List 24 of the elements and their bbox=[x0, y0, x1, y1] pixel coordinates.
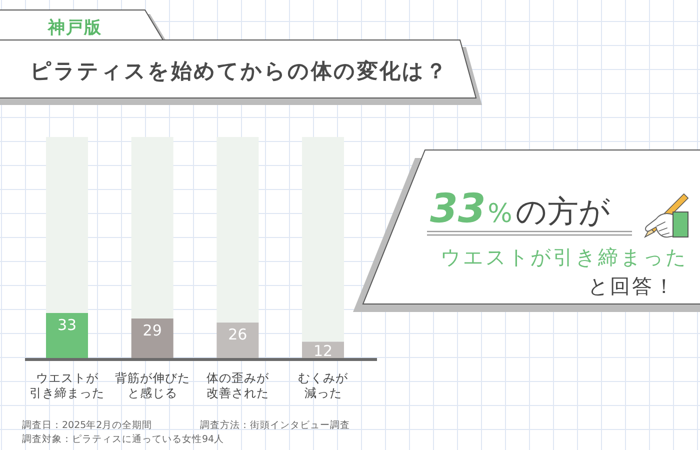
text: 調査対象：ピラティスに通っている女性94人 bbox=[22, 433, 224, 445]
bar bbox=[216, 322, 259, 358]
bar bbox=[131, 137, 174, 318]
data-label: 33 bbox=[57, 316, 77, 334]
x-tick-label: ウエストが引き締まった bbox=[30, 371, 104, 400]
data-label: 26 bbox=[228, 326, 248, 344]
chart-subtitle: 神戸版 bbox=[47, 18, 102, 38]
x-tick-label: むくみが減った bbox=[298, 371, 348, 400]
text: と回答！ bbox=[588, 274, 676, 298]
bar bbox=[46, 312, 88, 358]
bar bbox=[302, 342, 344, 358]
bar bbox=[46, 137, 88, 313]
x-tick-label: 体の歪みが改善された bbox=[206, 371, 270, 400]
bar bbox=[216, 137, 259, 323]
bar bbox=[302, 137, 344, 342]
data-label: 12 bbox=[313, 342, 333, 360]
x-tick-label: 背筋が伸びたと感じる bbox=[114, 371, 190, 400]
bar bbox=[131, 318, 174, 358]
text: 33%の方が bbox=[430, 186, 610, 232]
text: 調査方法：街頭インタビュー調査 bbox=[200, 419, 350, 431]
data-label: 29 bbox=[142, 321, 162, 340]
text: ウエストが引き締まった bbox=[440, 245, 688, 269]
text: 調査日：2025年2月の全期間 bbox=[22, 419, 152, 431]
chart-title: ピラティスを始めてからの体の変化は？ bbox=[30, 59, 448, 83]
